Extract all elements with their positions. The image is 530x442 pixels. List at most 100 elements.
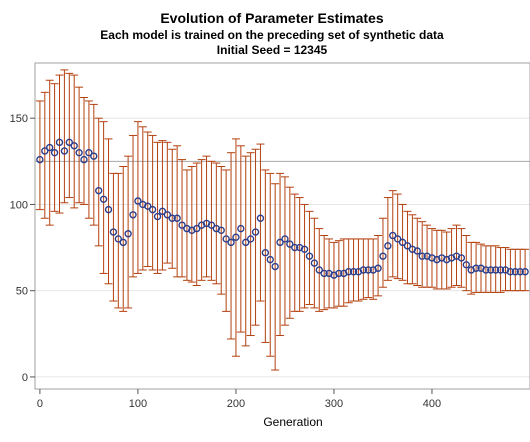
estimate-point xyxy=(104,205,113,214)
error-bar-385 xyxy=(413,217,422,287)
estimate-point xyxy=(36,155,44,164)
estimate-point xyxy=(364,266,372,274)
estimate-point xyxy=(281,235,289,243)
error-bar-270 xyxy=(300,203,309,309)
error-bar-380 xyxy=(408,214,417,285)
chart-subtitle: Each model is trained on the preceding s… xyxy=(100,28,444,42)
estimate-point xyxy=(65,138,74,147)
error-bar-205 xyxy=(236,145,245,333)
estimate-point xyxy=(129,211,137,219)
error-bar-265 xyxy=(295,197,304,312)
estimate-point xyxy=(246,235,255,243)
y-tick-label: 50 xyxy=(16,286,28,298)
gridlines xyxy=(35,117,530,378)
estimate-point xyxy=(148,205,157,214)
estimate-point xyxy=(163,211,172,219)
error-bar-180 xyxy=(212,162,221,285)
error-bar-400 xyxy=(427,228,436,288)
estimate-point xyxy=(144,202,152,210)
error-bar-355 xyxy=(383,197,392,281)
error-bar-40 xyxy=(75,86,84,204)
estimate-point xyxy=(80,155,88,164)
error-bar-435 xyxy=(462,234,471,292)
error-bar-235 xyxy=(266,172,275,357)
error-bar-170 xyxy=(202,155,211,278)
error-bar-340 xyxy=(369,238,378,300)
error-bar-285 xyxy=(315,228,324,312)
estimate-point xyxy=(193,224,201,233)
error-bar-430 xyxy=(457,228,466,288)
error-bar-240 xyxy=(271,183,280,371)
estimate-point xyxy=(413,247,421,255)
estimate-point xyxy=(403,242,412,250)
estimate-point xyxy=(222,235,230,243)
x-tick-label: 300 xyxy=(325,398,343,410)
y-tick-label: 0 xyxy=(22,372,28,384)
estimate-point xyxy=(374,264,382,272)
estimate-point xyxy=(119,238,127,247)
error-bar-225 xyxy=(256,143,265,302)
error-bar-10 xyxy=(45,79,54,226)
estimate-point xyxy=(379,252,387,260)
estimate-point xyxy=(232,233,240,241)
error-bar-50 xyxy=(84,100,93,219)
x-tick-label: 100 xyxy=(129,398,147,410)
estimate-point xyxy=(305,252,314,260)
estimate-point xyxy=(521,268,529,276)
x-tick-label: 0 xyxy=(37,398,43,410)
estimate-point xyxy=(99,195,108,203)
error-bar-0 xyxy=(35,100,44,211)
error-bar-115 xyxy=(148,134,157,271)
error-bar-190 xyxy=(222,169,231,312)
y-tick-label: 100 xyxy=(10,199,28,211)
estimate-point xyxy=(261,249,270,257)
estimate-point xyxy=(251,228,260,236)
error-bar-15 xyxy=(50,83,59,212)
estimate-point xyxy=(418,252,426,260)
estimate-point xyxy=(50,148,59,157)
estimate-point xyxy=(75,148,83,157)
error-bar-290 xyxy=(320,234,329,311)
estimate-point xyxy=(55,138,64,147)
estimate-point xyxy=(178,221,186,229)
estimate-point xyxy=(457,254,466,262)
error-bar-65 xyxy=(99,121,108,274)
error-bar-30 xyxy=(65,72,74,199)
estimate-point xyxy=(60,147,69,155)
x-axis-label: Generation xyxy=(263,415,322,429)
error-bar-110 xyxy=(143,131,152,268)
estimate-point xyxy=(168,214,176,222)
error-bar-255 xyxy=(285,186,294,319)
error-bar-280 xyxy=(310,217,319,309)
estimate-point xyxy=(511,268,519,276)
error-bar-165 xyxy=(197,159,206,281)
estimate-point xyxy=(389,231,397,240)
error-bar-140 xyxy=(173,145,182,278)
estimate-point xyxy=(393,235,402,243)
error-bar-90 xyxy=(124,155,133,309)
estimate-point xyxy=(335,269,343,278)
estimate-point xyxy=(46,143,54,152)
estimate-point xyxy=(271,262,279,271)
estimate-point xyxy=(315,266,323,274)
error-bar-370 xyxy=(398,203,407,281)
estimate-point xyxy=(114,235,123,243)
axes: 0 50 100 150 0 100 200 300 400 xyxy=(10,62,530,410)
estimate-point xyxy=(158,207,167,216)
estimate-point xyxy=(95,186,103,195)
error-bar-360 xyxy=(388,190,397,278)
error-bar-5 xyxy=(40,91,49,219)
estimate-point xyxy=(207,221,216,229)
estimate-point xyxy=(109,228,118,236)
x-tick-label: 400 xyxy=(423,398,441,410)
error-bar-60 xyxy=(94,117,103,247)
error-bar-155 xyxy=(187,165,196,283)
x-tick-label: 200 xyxy=(227,398,245,410)
estimate-point xyxy=(134,197,142,205)
estimate-point xyxy=(217,226,225,235)
estimate-point xyxy=(70,142,78,150)
estimate-point xyxy=(384,242,392,250)
error-bar-135 xyxy=(168,148,177,269)
estimate-point xyxy=(320,269,328,278)
